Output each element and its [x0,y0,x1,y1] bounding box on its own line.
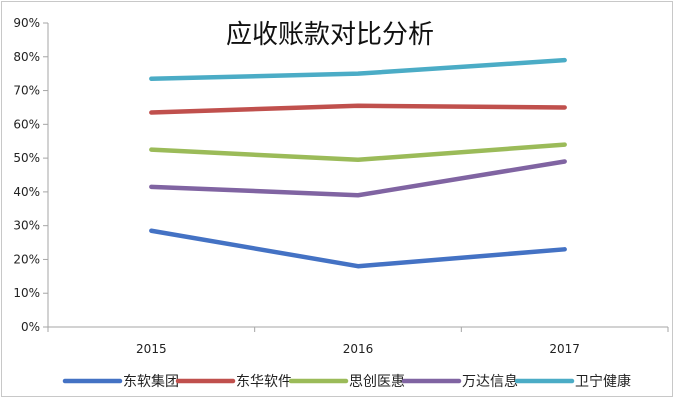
y-tick-label: 10% [13,286,40,300]
series-line [149,57,567,81]
legend-label: 东华软件 [236,374,292,390]
y-tick-label: 80% [13,50,40,64]
x-axis: 2015 2016 2017 [47,326,669,356]
legend-label: 东软集团 [123,373,179,390]
legend: 东软集团 东华软件 思创医惠 万达信息 卫宁健康 [62,373,631,390]
y-tick-label: 0% [21,320,40,334]
y-tick-label: 60% [13,117,40,131]
y-tick-label: 30% [13,219,40,233]
series-line [149,103,567,115]
legend-label: 卫宁健康 [575,373,631,390]
y-tick-label: 50% [13,151,40,165]
series-lines [149,57,567,269]
y-tick-label: 90% [13,16,40,30]
series-line [149,142,567,163]
x-tick-label: 2015 [136,342,167,356]
series-line [149,159,567,198]
x-tick-label: 2017 [549,342,580,356]
y-tick-label: 40% [13,185,40,199]
y-tick-label: 70% [13,84,40,98]
chart-title: 应收账款对比分析 [226,20,434,50]
legend-label: 万达信息 [462,373,518,390]
series-line [149,228,567,269]
y-tick-label: 20% [13,252,40,266]
legend-label: 思创医惠 [349,374,405,390]
y-axis: 0% 10% 20% 30% 40% 50% 60% 70% 80% 90% [13,16,49,334]
x-tick-label: 2016 [343,342,374,356]
